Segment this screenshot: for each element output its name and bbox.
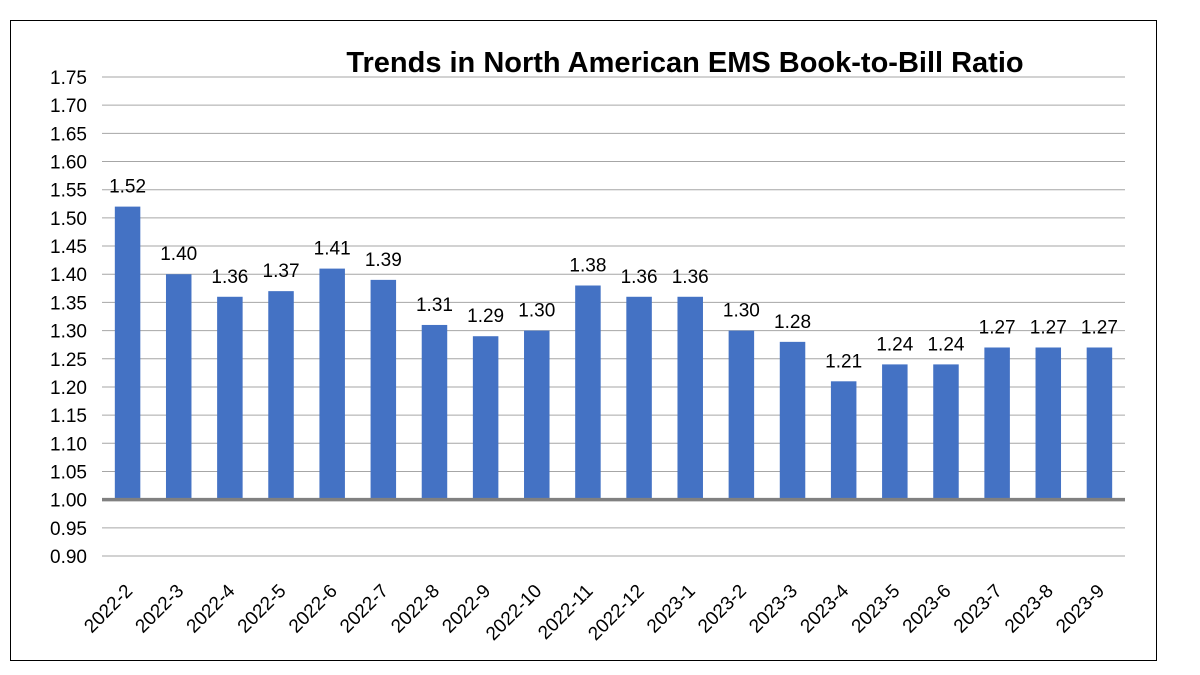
y-tick-label: 1.15: [50, 406, 87, 427]
data-label: 1.36: [211, 267, 248, 288]
data-label: 1.38: [569, 256, 606, 277]
bar-2023-1: [677, 296, 703, 500]
y-tick-label: 1.05: [50, 462, 87, 483]
y-tick-label: 1.00: [50, 491, 87, 512]
y-tick-label: 1.50: [50, 209, 87, 230]
bar-2022-5: [268, 291, 294, 500]
data-label: 1.27: [979, 317, 1016, 338]
y-tick-label: 1.65: [50, 124, 87, 145]
bar-2022-10: [524, 330, 550, 500]
data-label: 1.29: [467, 306, 504, 327]
data-label: 1.52: [109, 177, 146, 198]
x-tick-label: 2022-8: [387, 581, 444, 638]
chart-frame: Trends in North American EMS Book-to-Bil…: [10, 20, 1157, 661]
x-tick-label: 2022-12: [584, 581, 648, 645]
data-label: 1.30: [518, 301, 555, 322]
bar-2022-4: [217, 296, 243, 500]
y-tick-label: 1.30: [50, 322, 87, 343]
data-label: 1.39: [365, 250, 402, 271]
data-label: 1.28: [774, 312, 811, 333]
x-tick-label: 2022-5: [234, 581, 291, 638]
y-axis-tick-labels: 0.90 0.95 1.00 1.05 1.10 1.15 1.20 1.25 1.30 1.35…: [50, 68, 87, 568]
data-label: 1.36: [621, 267, 658, 288]
y-tick-label: 1.45: [50, 237, 87, 258]
bar-2023-9: [1086, 347, 1113, 500]
y-tick-label: 1.20: [50, 378, 87, 399]
chart-title: Trends in North American EMS Book-to-Bil…: [346, 47, 1023, 79]
y-tick-label: 0.95: [50, 519, 87, 540]
data-label: 1.31: [416, 295, 453, 316]
y-tick-label: 1.60: [50, 153, 87, 174]
y-tick-label: 1.10: [50, 434, 87, 455]
bar-2022-2: [114, 206, 141, 500]
y-tick-label: 1.75: [50, 68, 87, 89]
x-tick-label: 2022-3: [132, 581, 189, 638]
y-tick-label: 1.35: [50, 293, 87, 314]
data-label: 1.27: [1030, 317, 1067, 338]
y-tick-label: 1.70: [50, 96, 87, 117]
y-tick-label: 1.55: [50, 181, 87, 202]
data-label: 1.37: [263, 261, 300, 282]
bar-2022-11: [575, 285, 601, 500]
x-tick-label: 2023-5: [848, 581, 905, 638]
x-tick-label: 2023-2: [694, 581, 751, 638]
bar-2022-8: [421, 324, 448, 500]
x-tick-label: 2023-1: [643, 581, 700, 638]
data-label: 1.27: [1081, 317, 1118, 338]
y-tick-label: 0.90: [50, 547, 87, 568]
bar-chart: Trends in North American EMS Book-to-Bil…: [50, 47, 1125, 645]
x-tick-label: 2023-9: [1052, 581, 1109, 638]
bar-2023-2: [728, 330, 755, 500]
bar-2022-3: [165, 274, 192, 500]
data-label: 1.30: [723, 301, 760, 322]
gridlines: [102, 76, 1125, 557]
data-label: 1.21: [825, 351, 862, 372]
x-tick-label: 2022-7: [336, 581, 393, 638]
data-label: 1.24: [927, 334, 964, 355]
bar-2023-4: [830, 381, 857, 500]
bar-2022-7: [370, 279, 397, 500]
x-tick-label: 2023-8: [1001, 581, 1058, 638]
bar-2023-3: [779, 341, 806, 500]
x-tick-label: 2022-2: [80, 581, 137, 638]
bar-2023-7: [984, 347, 1010, 500]
data-labels: 1.52 1.40 1.36 1.37 1.41 1.39 1.31 1.29 1.30 1.38…: [109, 177, 1118, 373]
x-axis-tick-labels: 2022-22022-32022-42022-52022-62022-72022…: [80, 580, 1109, 644]
x-tick-label: 2023-7: [950, 581, 1007, 638]
bar-2022-12: [626, 296, 652, 500]
x-tick-label: 2023-4: [797, 580, 854, 637]
x-tick-label: 2023-6: [899, 581, 956, 638]
x-tick-label: 2022-6: [285, 581, 342, 638]
x-tick-label: 2022-10: [482, 581, 546, 645]
y-tick-label: 1.40: [50, 265, 87, 286]
bar-2023-5: [882, 364, 908, 500]
bar-2022-9: [472, 336, 499, 500]
x-tick-label: 2022-4: [183, 580, 240, 637]
data-label: 1.24: [876, 334, 913, 355]
y-tick-label: 1.25: [50, 350, 87, 371]
bar-2022-6: [319, 268, 345, 500]
x-tick-label: 2023-3: [745, 581, 802, 638]
bar-2023-6: [933, 364, 959, 500]
bars: [114, 206, 1113, 500]
bar-2023-8: [1035, 347, 1062, 500]
data-label: 1.40: [160, 244, 197, 265]
data-label: 1.41: [314, 239, 351, 260]
data-label: 1.36: [672, 267, 709, 288]
